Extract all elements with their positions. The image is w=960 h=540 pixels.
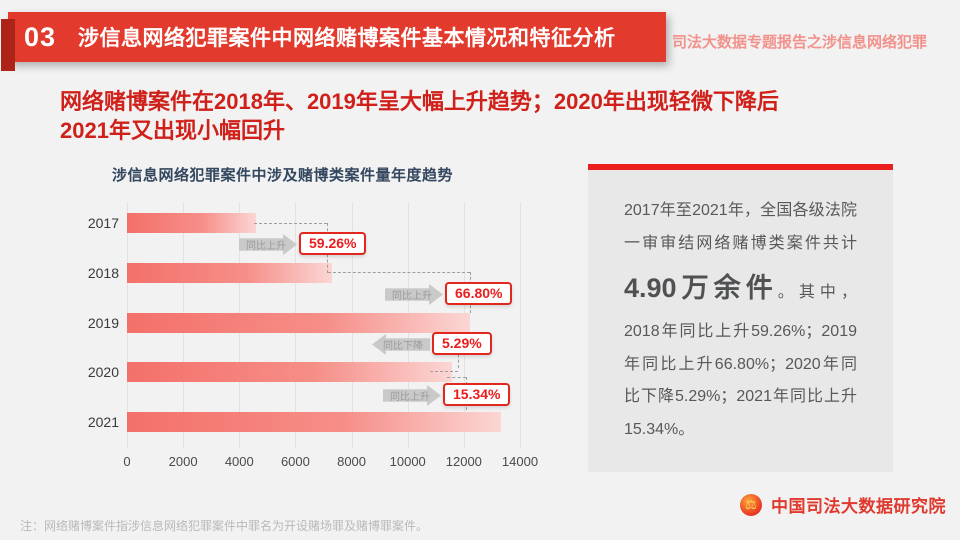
x-axis-tick-label: 0	[123, 454, 131, 469]
bar-2020	[127, 362, 452, 383]
yoy-down-arrow: 同比下降	[372, 334, 430, 355]
y-axis-year-label: 2017	[87, 215, 119, 231]
dashed-connector	[328, 272, 470, 273]
yoy-percent-badge: 5.29%	[432, 332, 492, 355]
plot-area: 0 2000 4000 6000 8000 10000 12000 14000 2017 2018…	[88, 202, 538, 469]
summary-text-after: 。其中，2018年同比上升59.26%；2019年同比上升66.80%；2020…	[624, 283, 857, 439]
institute-name: 中国司法大数据研究院	[771, 497, 946, 516]
yoy-percent-badge: 15.34%	[443, 383, 511, 406]
bar-2019	[127, 312, 470, 333]
footnote: 注：网络赌博案件指涉信息网络犯罪案件中罪名为开设赌场罪及赌博罪案件。	[20, 519, 429, 533]
x-axis-tick-label: 14000	[501, 454, 539, 469]
dashed-connector	[254, 223, 327, 224]
x-axis-tick-label: 4000	[224, 454, 254, 469]
x-axis-tick-label: 2000	[168, 454, 198, 469]
chart-title: 涉信息网络犯罪案件中涉及赌博类案件量年度趋势	[112, 167, 454, 184]
dashed-connector	[447, 377, 466, 378]
x-axis-tick-label: 6000	[280, 454, 310, 469]
section-number: 03	[24, 21, 57, 52]
x-axis-tick-label: 8000	[337, 454, 367, 469]
bar-2021	[127, 412, 502, 433]
y-axis-year-label: 2018	[87, 264, 119, 281]
institute-emblem-icon: ⚖	[740, 493, 762, 516]
y-axis-year-label: 2021	[87, 414, 119, 431]
report-series-label: 司法大数据专题报告之涉信息网络犯罪	[672, 34, 928, 51]
bar-2018	[127, 262, 333, 283]
key-finding-line-1: 网络赌博案件在2018年、2019年呈大幅上升趋势；2020年出现轻微下降后	[60, 89, 779, 114]
yoy-up-arrow: 同比上升	[385, 284, 443, 305]
x-axis-tick-label: 12000	[445, 454, 482, 469]
brand: ⚖ 中国司法大数据研究院	[740, 492, 946, 517]
yoy-percent-badge: 59.26%	[299, 232, 367, 255]
y-axis-year-label: 2019	[87, 314, 119, 331]
header-bar: 03 涉信息网络犯罪案件中网络赌博案件基本情况和特征分析	[1, 12, 666, 71]
panel-accent-bar	[588, 164, 893, 170]
yoy-up-arrow: 同比上升	[239, 234, 297, 255]
x-axis-tick-label: 10000	[389, 454, 426, 469]
key-finding-line-2: 2021年又出现小幅回升	[60, 118, 285, 143]
y-axis-year-label: 2020	[87, 364, 119, 381]
dashed-connector	[430, 371, 458, 372]
summary-text-before: 2017年至2021年，全国各级法院一审审结网络赌博类案件共计	[624, 201, 857, 252]
summary-panel: 2017年至2021年，全国各级法院一审审结网络赌博类案件共计 4.90万余件。其…	[588, 170, 893, 472]
page-title: 涉信息网络犯罪案件中网络赌博案件基本情况和特征分析	[78, 27, 616, 50]
bar-2017	[127, 213, 256, 233]
yoy-percent-badge: 66.80%	[445, 282, 513, 305]
yoy-up-arrow: 同比上升	[383, 385, 441, 406]
summary-highlight-number: 4.90万余件	[624, 272, 778, 303]
key-finding-text: 网络赌博案件在2018年、2019年呈大幅上升趋势；2020年出现轻微下降后 2…	[60, 87, 910, 145]
gridline	[520, 202, 521, 448]
summary-text: 2017年至2021年，全国各级法院一审审结网络赌博类案件共计 4.90万余件。其…	[588, 195, 893, 447]
